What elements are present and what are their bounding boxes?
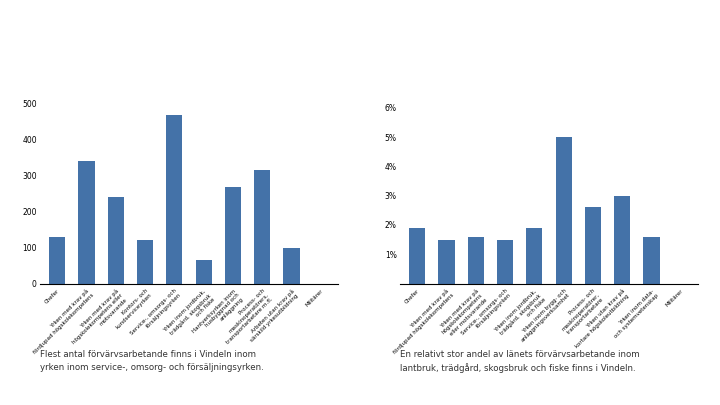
Bar bbox=[225, 187, 241, 284]
Text: Antal anställda per yrkesområde i Vindeln samt Vindelns andel av
yrkesområdet i : Antal anställda per yrkesområde i Vindel… bbox=[18, 16, 565, 57]
Bar bbox=[108, 197, 124, 284]
Bar bbox=[284, 247, 300, 284]
Bar bbox=[468, 237, 484, 284]
Bar bbox=[497, 240, 513, 284]
Bar bbox=[614, 196, 630, 284]
Bar bbox=[49, 237, 66, 284]
Text: Flest antal förvärvsarbetande finns i Vindeln inom
yrken inom service-, omsorg- : Flest antal förvärvsarbetande finns i Vi… bbox=[40, 350, 264, 372]
Bar bbox=[585, 207, 601, 284]
Bar bbox=[409, 228, 426, 284]
Bar bbox=[78, 161, 94, 284]
Bar bbox=[644, 237, 660, 284]
Bar bbox=[438, 240, 454, 284]
Bar bbox=[166, 115, 182, 284]
Bar bbox=[526, 228, 542, 284]
Text: En relativt stor andel av länets förvärvsarbetande inom
lantbruk, trädgård, skog: En relativt stor andel av länets förvärv… bbox=[400, 350, 639, 373]
Bar bbox=[196, 260, 212, 283]
Bar bbox=[137, 241, 153, 284]
Bar bbox=[254, 171, 270, 284]
Bar bbox=[556, 137, 572, 284]
